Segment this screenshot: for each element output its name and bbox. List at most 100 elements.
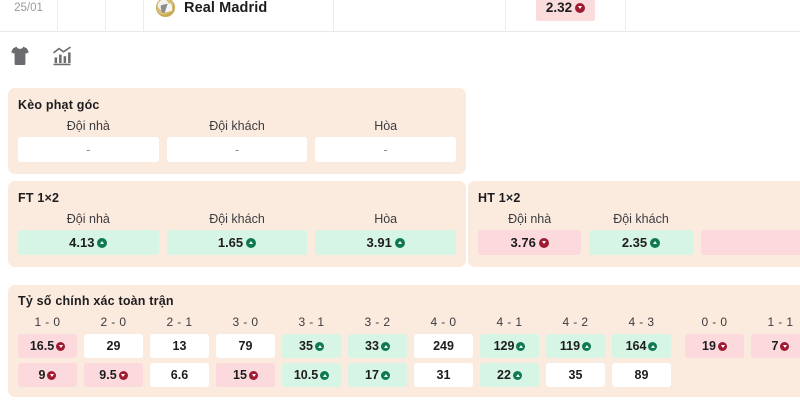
correct-score-cell-left-5-top[interactable]: 33 <box>348 334 407 358</box>
panel-title-corner: Kèo phạt góc <box>18 98 100 112</box>
correct-score-column: 3 - 1 35 10.5 <box>282 315 341 392</box>
team-crest-icon <box>156 0 175 17</box>
corner-header-draw: Hòa <box>374 119 398 133</box>
correct-score-cell-right-1-top[interactable]: 7 <box>751 334 800 358</box>
match-odds-cell[interactable]: 2.32 <box>506 0 626 32</box>
correct-score-value: 16.5 <box>29 339 55 353</box>
correct-score-cell-left-7-top[interactable]: 129 <box>480 334 539 358</box>
correct-score-column: 4 - 3 164 89 <box>612 315 671 392</box>
arrow-down-icon <box>56 341 66 351</box>
ht-value-home[interactable]: 3.76 <box>478 230 582 255</box>
ht-value-away-text: 2.35 <box>621 235 648 250</box>
correct-score-header: 3 - 1 <box>298 315 325 329</box>
ft-value-away[interactable]: 1.65 <box>166 230 308 255</box>
correct-score-header: 4 - 2 <box>562 315 589 329</box>
arrow-up-icon <box>314 341 324 351</box>
arrow-down-icon <box>575 2 586 13</box>
correct-score-column: 2 - 1 13 6.6 <box>150 315 209 392</box>
correct-score-cell-left-9-bottom[interactable]: 89 <box>612 363 671 387</box>
correct-score-cell-left-6-bottom[interactable]: 31 <box>414 363 473 387</box>
match-row[interactable]: 25/01 Real Madrid 2.32 <box>0 0 800 32</box>
ft-value-away-text: 1.65 <box>217 235 244 250</box>
correct-score-value: 9.5 <box>99 368 117 382</box>
bar-chart-icon[interactable] <box>50 44 74 68</box>
correct-score-cell-left-1-bottom[interactable]: 9.5 <box>84 363 143 387</box>
correct-score-column: 1 - 0 16.5 9 <box>18 315 77 392</box>
correct-score-column: 4 - 2 119 35 <box>546 315 605 392</box>
correct-score-cell-left-6-top[interactable]: 249 <box>414 334 473 358</box>
correct-score-header: 1 - 1 <box>767 315 794 329</box>
correct-score-column: 1 - 1 7 <box>751 315 800 392</box>
panel-corner-odds: Kèo phạt góc Đội nhà Đội khách Hòa - - - <box>8 88 466 174</box>
correct-score-cell-left-0-bottom[interactable]: 9 <box>18 363 77 387</box>
correct-score-header: 3 - 0 <box>232 315 259 329</box>
correct-score-value: 10.5 <box>293 368 319 382</box>
arrow-down-icon <box>118 370 128 380</box>
correct-score-cell-left-4-bottom[interactable]: 10.5 <box>282 363 341 387</box>
correct-score-cell-left-1-top[interactable]: 29 <box>84 334 143 358</box>
correct-score-cell-left-3-bottom[interactable]: 15 <box>216 363 275 387</box>
jersey-icon[interactable] <box>8 44 32 68</box>
correct-score-grid: 1 - 0 16.5 9 2 - 0 29 9.5 2 - 1 13 6.6 3 - 0 79 15 3… <box>18 315 800 392</box>
correct-score-cell-left-9-top[interactable]: 164 <box>612 334 671 358</box>
corner-value-home[interactable]: - <box>18 137 159 162</box>
ft-header-away: Đội khách <box>209 212 265 226</box>
correct-score-column: 4 - 0 249 31 <box>414 315 473 392</box>
ft-value-home[interactable]: 4.13 <box>18 230 159 255</box>
correct-score-cell-left-0-top[interactable]: 16.5 <box>18 334 77 358</box>
arrow-down-icon <box>780 341 790 351</box>
correct-score-column: 0 - 0 19 <box>685 315 744 392</box>
corner-header-away: Đội khách <box>209 119 265 133</box>
correct-score-header: 2 - 0 <box>100 315 127 329</box>
corner-value-away[interactable]: - <box>166 137 308 162</box>
correct-score-cell-left-2-bottom[interactable]: 6.6 <box>150 363 209 387</box>
arrow-down-icon <box>248 370 258 380</box>
arrow-up-icon <box>512 370 522 380</box>
match-team-cell[interactable]: Real Madrid <box>144 0 334 32</box>
correct-score-cell-left-5-bottom[interactable]: 17 <box>348 363 407 387</box>
corner-value-draw[interactable]: - <box>315 137 457 162</box>
ht-value-draw[interactable] <box>700 230 800 255</box>
arrow-up-icon <box>582 341 592 351</box>
panel-ft-1x2: FT 1×2 Đội nhà Đội khách Hòa 4.13 1.65 3… <box>8 181 466 267</box>
correct-score-value: 22 <box>497 368 511 382</box>
correct-score-value: 7 <box>771 339 779 353</box>
correct-score-cell-left-8-top[interactable]: 119 <box>546 334 605 358</box>
arrow-up-icon <box>380 341 390 351</box>
correct-score-cell-left-3-top[interactable]: 79 <box>216 334 275 358</box>
correct-score-header: 4 - 0 <box>430 315 457 329</box>
odds-pill[interactable]: 2.32 <box>535 0 596 21</box>
ft-value-draw[interactable]: 3.91 <box>315 230 457 255</box>
correct-score-header: 3 - 2 <box>364 315 391 329</box>
correct-score-header: 4 - 3 <box>628 315 655 329</box>
correct-score-value: 89 <box>634 368 649 382</box>
correct-score-value: 35 <box>568 368 583 382</box>
correct-score-cell-left-8-bottom[interactable]: 35 <box>546 363 605 387</box>
arrow-up-icon <box>394 237 405 248</box>
corner-value-row: - - - <box>18 137 457 162</box>
correct-score-value: 6.6 <box>170 368 189 382</box>
correct-score-cell-left-4-top[interactable]: 35 <box>282 334 341 358</box>
arrow-down-icon <box>538 237 549 248</box>
correct-score-value: 164 <box>625 339 647 353</box>
correct-score-value: 249 <box>433 339 454 353</box>
match-cell-status <box>106 0 144 32</box>
view-toggle-bar[interactable] <box>0 33 800 78</box>
correct-score-cell-right-0-top[interactable]: 19 <box>685 334 744 358</box>
correct-score-cell-left-7-bottom[interactable]: 22 <box>480 363 539 387</box>
correct-score-header: 4 - 1 <box>496 315 523 329</box>
correct-score-header: 0 - 0 <box>701 315 728 329</box>
corner-header-row: Đội nhà Đội khách Hòa <box>18 119 456 133</box>
arrow-down-icon <box>717 341 727 351</box>
correct-score-column: 2 - 0 29 9.5 <box>84 315 143 392</box>
arrow-down-icon <box>47 370 57 380</box>
team-name: Real Madrid <box>184 0 268 16</box>
ht-value-row: 3.76 2.35 <box>478 230 800 255</box>
arrow-up-icon <box>650 237 661 248</box>
ft-value-row: 4.13 1.65 3.91 <box>18 230 457 255</box>
ht-value-away[interactable]: 2.35 <box>589 230 693 255</box>
correct-score-cell-left-2-top[interactable]: 13 <box>150 334 209 358</box>
ht-header-home: Đội nhà <box>508 212 552 226</box>
match-date: 25/01 <box>0 0 58 32</box>
